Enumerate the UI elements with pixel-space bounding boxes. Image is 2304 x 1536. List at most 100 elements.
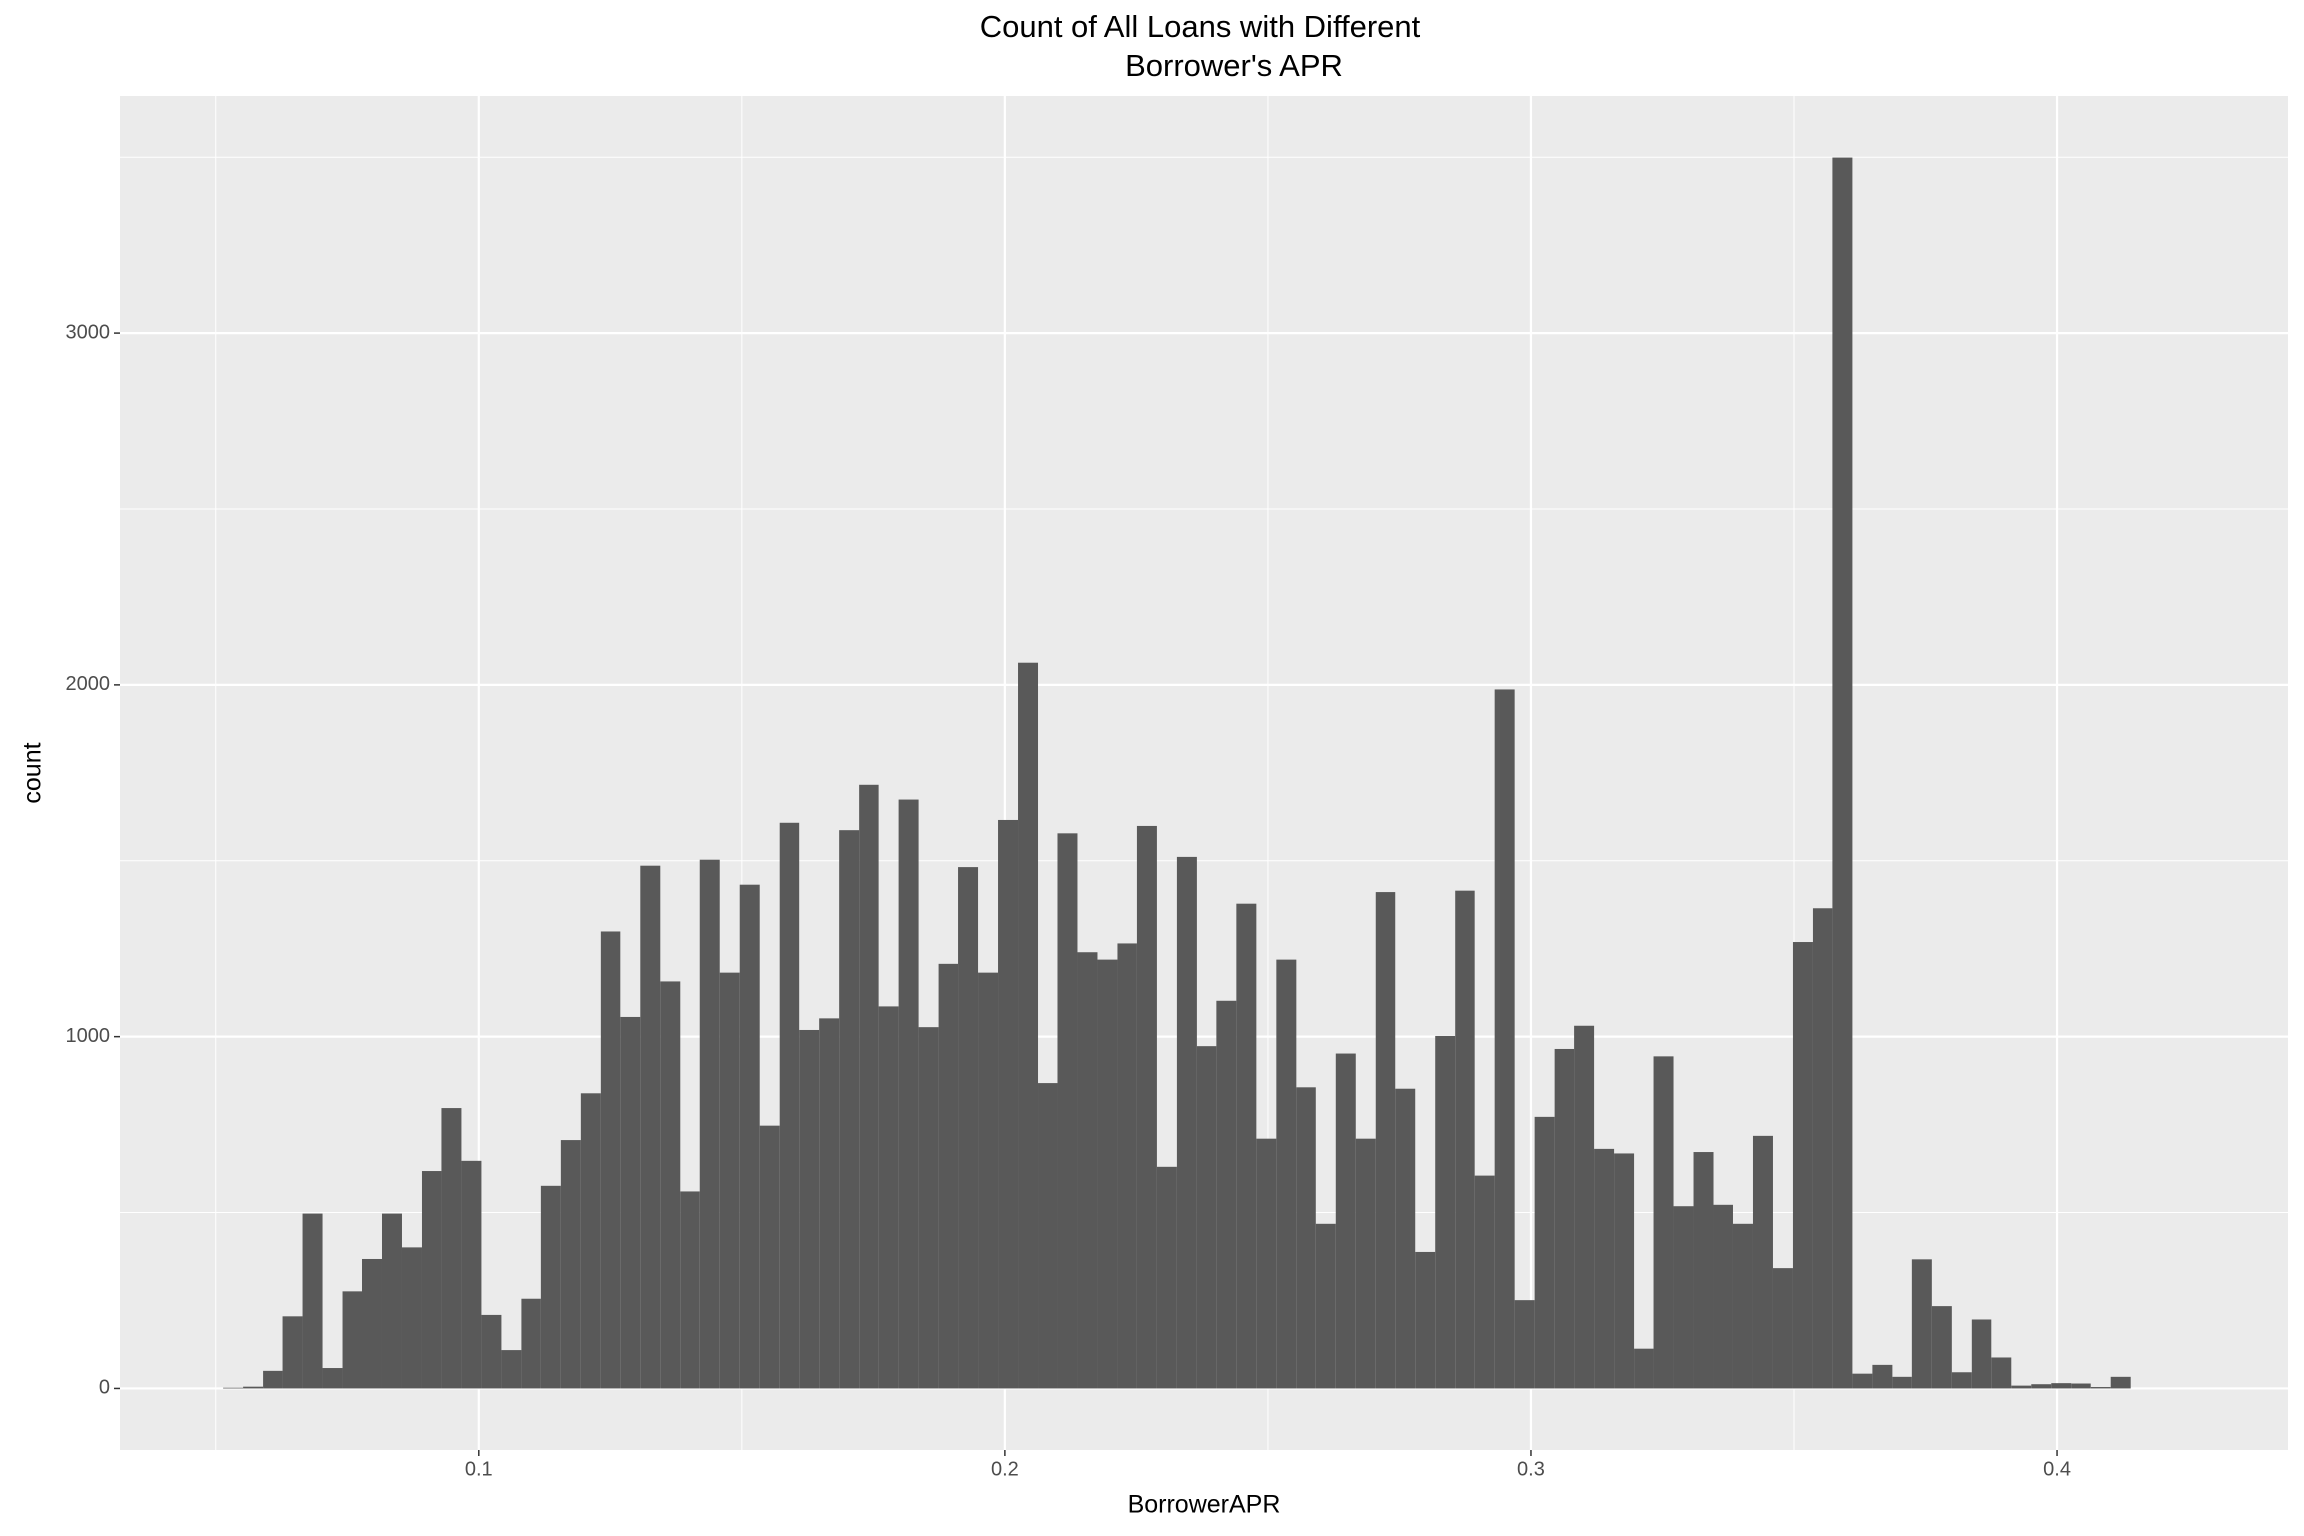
- bar: [1812, 908, 1833, 1389]
- bar: [1455, 890, 1475, 1389]
- bar: [1673, 1206, 1694, 1389]
- bar: [2011, 1385, 2032, 1389]
- bar: [1991, 1357, 2012, 1389]
- bar: [1732, 1223, 1753, 1389]
- bar: [1971, 1319, 1992, 1389]
- bar: [1276, 959, 1297, 1389]
- bar: [501, 1350, 522, 1389]
- bar: [1355, 1138, 1376, 1389]
- bar: [1594, 1148, 1615, 1389]
- bar: [719, 972, 740, 1389]
- bar: [302, 1213, 323, 1389]
- bar: [560, 1140, 581, 1389]
- bar: [799, 1029, 820, 1389]
- bar: [600, 931, 621, 1389]
- bar: [361, 1258, 382, 1389]
- bar: [1614, 1153, 1635, 1389]
- y-tick-label: 2000: [66, 673, 111, 695]
- bar: [1872, 1364, 1893, 1389]
- bar: [401, 1247, 422, 1389]
- bar: [1057, 833, 1078, 1389]
- y-axis-title: count: [19, 742, 47, 803]
- bar: [1514, 1300, 1535, 1389]
- bar: [1176, 856, 1197, 1389]
- bar: [342, 1291, 362, 1389]
- bar: [2031, 1384, 2052, 1389]
- bar: [461, 1160, 482, 1389]
- bar: [680, 1191, 700, 1389]
- bar: [1097, 959, 1118, 1389]
- y-tick-label: 1000: [66, 1025, 111, 1047]
- y-tick-label: 0: [99, 1377, 110, 1399]
- bar: [620, 1016, 641, 1389]
- bar: [819, 1018, 840, 1389]
- bar: [282, 1316, 303, 1389]
- bar: [759, 1125, 780, 1389]
- bar: [660, 981, 681, 1389]
- bar: [1136, 825, 1157, 1389]
- bar: [1852, 1373, 1873, 1389]
- bar: [958, 867, 979, 1389]
- bar: [1574, 1025, 1595, 1389]
- bar: [2071, 1383, 2091, 1389]
- bar: [1911, 1259, 1932, 1389]
- x-tick-label: 0.2: [991, 1458, 1019, 1480]
- bar: [1772, 1268, 1793, 1389]
- y-tick-label: 3000: [66, 321, 111, 343]
- bar: [322, 1368, 343, 1389]
- bar: [1196, 1046, 1217, 1389]
- bar: [938, 963, 959, 1389]
- bar: [1832, 157, 1853, 1389]
- bar: [1216, 1000, 1237, 1389]
- bar: [243, 1386, 264, 1389]
- bar: [1931, 1306, 1952, 1389]
- bar: [481, 1314, 502, 1389]
- bar: [580, 1093, 601, 1389]
- bar: [1296, 1087, 1316, 1389]
- chart-title: Borrower's APR: [1125, 48, 1343, 83]
- bar: [1534, 1116, 1555, 1389]
- bar: [2051, 1383, 2072, 1389]
- bar: [1752, 1135, 1773, 1389]
- bar: [1474, 1175, 1495, 1389]
- bar: [918, 1027, 939, 1389]
- bar: [1077, 952, 1098, 1389]
- bar: [1792, 942, 1813, 1389]
- bar: [1335, 1053, 1356, 1389]
- bar: [1554, 1048, 1575, 1389]
- bar: [1435, 1035, 1456, 1389]
- chart-title: Count of All Loans with Different: [980, 9, 1421, 44]
- bar: [1156, 1166, 1177, 1389]
- bar: [859, 784, 879, 1389]
- bar: [1038, 1083, 1058, 1389]
- x-tick-label: 0.1: [465, 1458, 493, 1480]
- bar: [263, 1370, 283, 1389]
- bar: [1951, 1372, 1972, 1389]
- x-tick-label: 0.4: [2043, 1458, 2071, 1480]
- bar: [878, 1006, 899, 1389]
- bar: [1653, 1056, 1674, 1389]
- bar: [540, 1185, 561, 1389]
- bar: [1256, 1138, 1277, 1389]
- bar: [978, 972, 999, 1389]
- bar: [1892, 1376, 1912, 1389]
- bar: [441, 1108, 462, 1389]
- bar: [1693, 1152, 1714, 1389]
- bar: [998, 819, 1019, 1389]
- bar: [1117, 943, 1137, 1389]
- x-axis-title: BorrowerAPR: [1128, 1491, 1281, 1519]
- bar: [839, 830, 860, 1389]
- bar: [1415, 1251, 1436, 1389]
- bar: [1634, 1348, 1654, 1389]
- bar: [421, 1171, 442, 1389]
- bar: [223, 1387, 244, 1389]
- bar: [1375, 892, 1396, 1389]
- bar: [1494, 689, 1515, 1389]
- bar: [1395, 1088, 1416, 1389]
- bar: [1018, 662, 1039, 1389]
- bar: [898, 799, 919, 1389]
- bar: [699, 859, 720, 1389]
- bar: [1236, 903, 1257, 1389]
- bar: [739, 884, 760, 1389]
